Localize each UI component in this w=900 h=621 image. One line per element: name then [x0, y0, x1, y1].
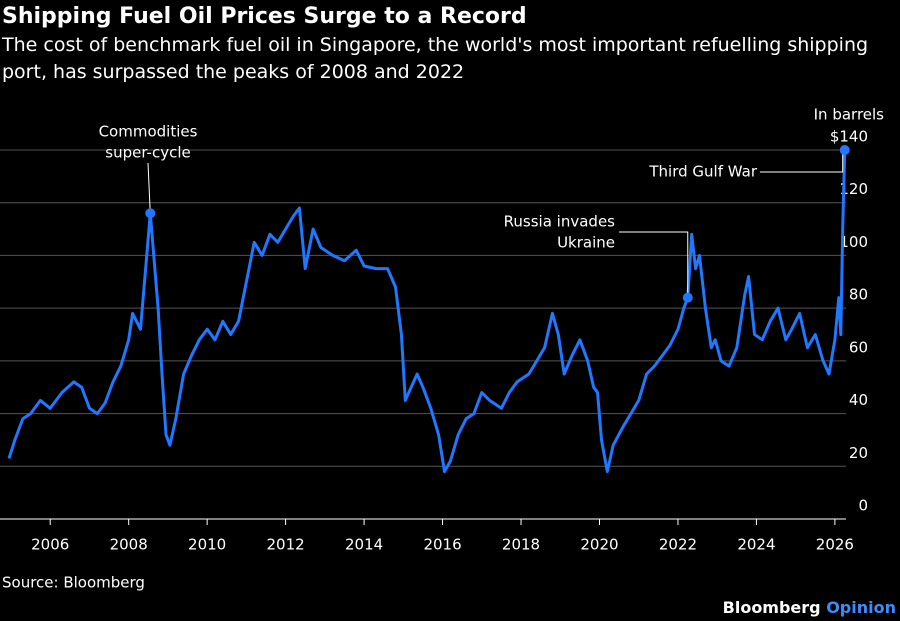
- annotation-text: super-cycle: [105, 144, 190, 162]
- y-tick-label: 40: [849, 391, 868, 409]
- x-tick-label: 2018: [502, 536, 540, 554]
- x-tick-label: 2026: [816, 536, 854, 554]
- x-tick-label: 2016: [423, 536, 461, 554]
- y-tick-label: 100: [839, 233, 868, 251]
- x-tick-label: 2024: [737, 536, 775, 554]
- brand: Bloomberg Opinion: [723, 598, 896, 617]
- annotation-dot: [839, 145, 850, 155]
- subtitle-line: The cost of benchmark fuel oil in Singap…: [1, 34, 868, 56]
- x-tick-label: 2010: [188, 536, 226, 554]
- chart-subtitle: The cost of benchmark fuel oil in Singap…: [1, 34, 868, 83]
- x-tick-label: 2014: [345, 536, 383, 554]
- annotation-text: Third Gulf War: [648, 163, 757, 181]
- x-tick-label: 2022: [659, 536, 697, 554]
- annotation-text: Russia invades: [504, 213, 616, 231]
- annotation-leader: [760, 150, 844, 173]
- x-tick-label: 2020: [580, 536, 618, 554]
- y-tick-label: 120: [839, 180, 868, 198]
- annotation-text: Commodities: [99, 123, 198, 141]
- annotation-leader: [147, 162, 151, 214]
- subtitle-line: port, has surpassed the peaks of 2008 an…: [2, 61, 464, 83]
- y-tick-label: 20: [849, 444, 868, 462]
- x-tick-label: 2008: [110, 536, 148, 554]
- price-line: [7, 149, 847, 474]
- brand-suffix: Opinion: [826, 598, 896, 617]
- y-tick-label: $140: [830, 128, 868, 146]
- chart-title: Shipping Fuel Oil Prices Surge to a Reco…: [2, 4, 527, 29]
- y-tick-label: 80: [849, 286, 868, 304]
- annotation-dot: [145, 208, 156, 219]
- annotation-leader: [619, 231, 689, 298]
- y-tick-label: 0: [858, 497, 868, 515]
- brand-name: Bloomberg: [723, 598, 821, 617]
- source: Source: Bloomberg: [2, 574, 145, 592]
- x-tick-label: 2006: [31, 536, 69, 554]
- y-axis-label: In barrels: [814, 106, 885, 124]
- y-tick-label: 60: [849, 338, 868, 356]
- annotation-dot: [682, 292, 693, 303]
- annotation-text: Ukraine: [557, 234, 615, 252]
- x-tick-label: 2012: [267, 536, 305, 554]
